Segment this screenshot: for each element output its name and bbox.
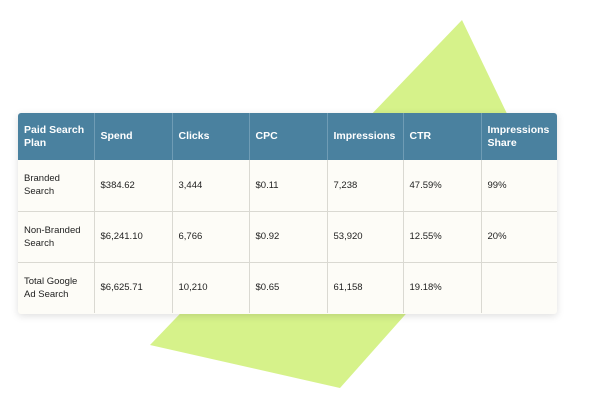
cell-spend: $6,241.10 <box>94 211 173 262</box>
cell-impressions: 61,158 <box>327 262 404 313</box>
header-impressions: Impressions <box>327 113 404 160</box>
cell-impressions-share <box>481 262 557 313</box>
cell-plan: Non-Branded Search <box>18 211 95 262</box>
table-row: Branded Search $384.62 3,444 $0.11 7,238… <box>18 160 557 211</box>
cell-spend: $6,625.71 <box>94 262 173 313</box>
header-paid-search-plan: Paid Search Plan <box>18 113 95 160</box>
cell-cpc: $0.65 <box>249 262 328 313</box>
table-header-row: Paid Search Plan Spend Clicks CPC Impres… <box>18 113 557 160</box>
cell-impressions: 53,920 <box>327 211 404 262</box>
cell-clicks: 6,766 <box>172 211 250 262</box>
cell-impressions-share: 20% <box>487 231 507 242</box>
header-clicks: Clicks <box>172 113 250 160</box>
cell-cpc: $0.92 <box>249 211 328 262</box>
cell-plan: Total Google Ad Search <box>18 262 95 313</box>
paid-search-table: Paid Search Plan Spend Clicks CPC Impres… <box>18 113 557 313</box>
cell-plan: Branded Search <box>18 160 95 211</box>
cell-impressions: 7,238 <box>327 160 404 211</box>
cell-ctr: 19.18% <box>403 262 482 313</box>
cell-ctr: 47.59% <box>403 160 482 211</box>
cell-clicks: 10,210 <box>172 262 250 313</box>
cell-impressions-share: 99% <box>487 179 507 191</box>
cell-ctr: 12.55% <box>403 211 482 262</box>
cell-cpc: $0.11 <box>249 160 328 211</box>
paid-search-table-card: Paid Search Plan Spend Clicks CPC Impres… <box>18 113 557 314</box>
header-impressions-share: Impressions Share <box>481 113 557 160</box>
header-spend: Spend <box>94 113 173 160</box>
cell-spend: $384.62 <box>94 160 173 211</box>
header-ctr: CTR <box>403 113 482 160</box>
table-row: Total Google Ad Search $6,625.71 10,210 … <box>18 262 557 313</box>
table-row: Non-Branded Search $6,241.10 6,766 $0.92… <box>18 211 557 262</box>
header-cpc: CPC <box>249 113 328 160</box>
cell-clicks: 3,444 <box>172 160 250 211</box>
